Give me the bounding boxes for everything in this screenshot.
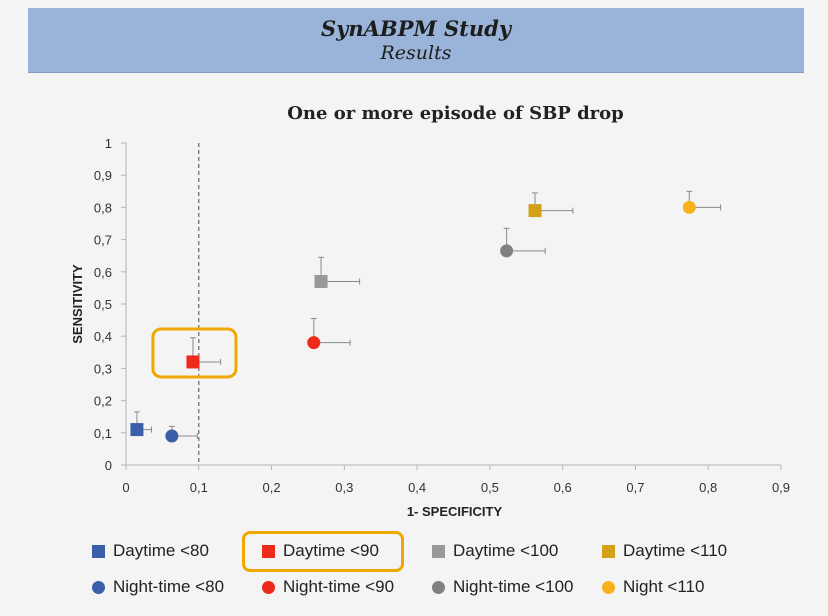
data-point-circle xyxy=(682,200,696,214)
title-banner: SynABPM Study Results xyxy=(28,8,804,73)
x-tick-label: 0,9 xyxy=(772,480,790,495)
y-axis-label: SENSITIVITY xyxy=(70,264,85,344)
y-tick-label: 1 xyxy=(105,136,112,151)
y-tick-label: 0,4 xyxy=(94,329,112,344)
y-tick-label: 0,1 xyxy=(94,426,112,441)
y-tick-label: 0,2 xyxy=(94,394,112,409)
data-point-square xyxy=(314,274,328,288)
x-tick-label: 0,1 xyxy=(190,480,208,495)
data-point-square xyxy=(130,423,144,437)
y-tick-label: 0,8 xyxy=(94,200,112,215)
data-point-square xyxy=(528,204,542,218)
chart-title: One or more episode of SBP drop xyxy=(287,103,624,124)
x-tick-label: 0,3 xyxy=(335,480,353,495)
highlight-box xyxy=(151,327,238,379)
x-tick-label: 0,6 xyxy=(554,480,572,495)
data-point-square xyxy=(186,355,200,369)
data-point-circle xyxy=(307,336,321,350)
y-tick-label: 0,6 xyxy=(94,265,112,280)
x-tick-label: 0,5 xyxy=(481,480,499,495)
x-tick-label: 0,4 xyxy=(408,480,426,495)
data-point-circle xyxy=(165,429,179,443)
slide-subtitle: Results xyxy=(380,42,452,64)
y-tick-label: 0,3 xyxy=(94,361,112,376)
y-tick-label: 0,5 xyxy=(94,297,112,312)
data-point-circle xyxy=(500,244,514,258)
x-axis-label: 1- SPECIFICITY xyxy=(407,504,503,519)
x-tick-label: 0 xyxy=(122,480,129,495)
x-tick-label: 0,7 xyxy=(626,480,644,495)
x-tick-label: 0,8 xyxy=(699,480,717,495)
y-tick-label: 0 xyxy=(105,458,112,473)
slide-title: SynABPM Study xyxy=(320,16,512,41)
y-tick-label: 0,7 xyxy=(94,233,112,248)
y-tick-label: 0,9 xyxy=(94,168,112,183)
x-tick-label: 0,2 xyxy=(263,480,281,495)
